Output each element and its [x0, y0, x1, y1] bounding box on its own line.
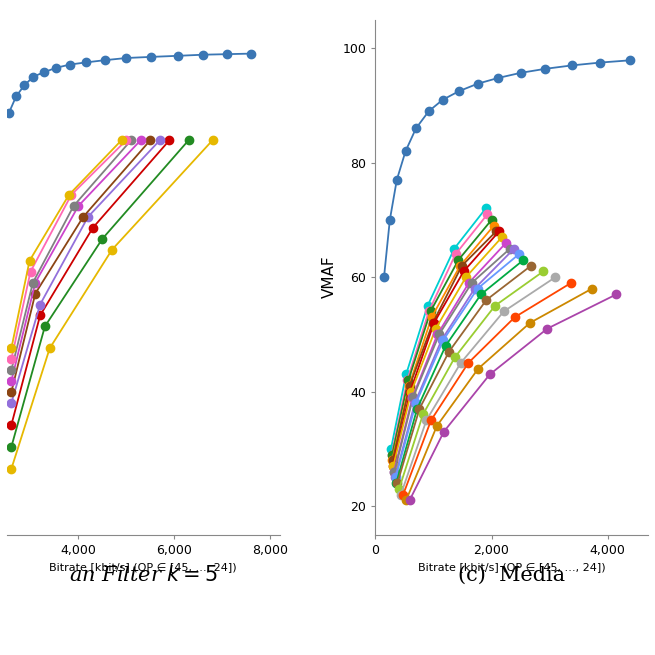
Text: an Filter $k = 5$: an Filter $k = 5$ [69, 565, 217, 586]
Y-axis label: VMAF: VMAF [322, 256, 337, 299]
Text: (c)  Media: (c) Media [458, 566, 565, 585]
X-axis label: Bitrate [kbit/s] (QP ∈ [45, …, 24]): Bitrate [kbit/s] (QP ∈ [45, …, 24]) [49, 562, 237, 572]
X-axis label: Bitrate [kbit/s] (QP ∈ [45, …, 24]): Bitrate [kbit/s] (QP ∈ [45, …, 24]) [418, 562, 606, 572]
